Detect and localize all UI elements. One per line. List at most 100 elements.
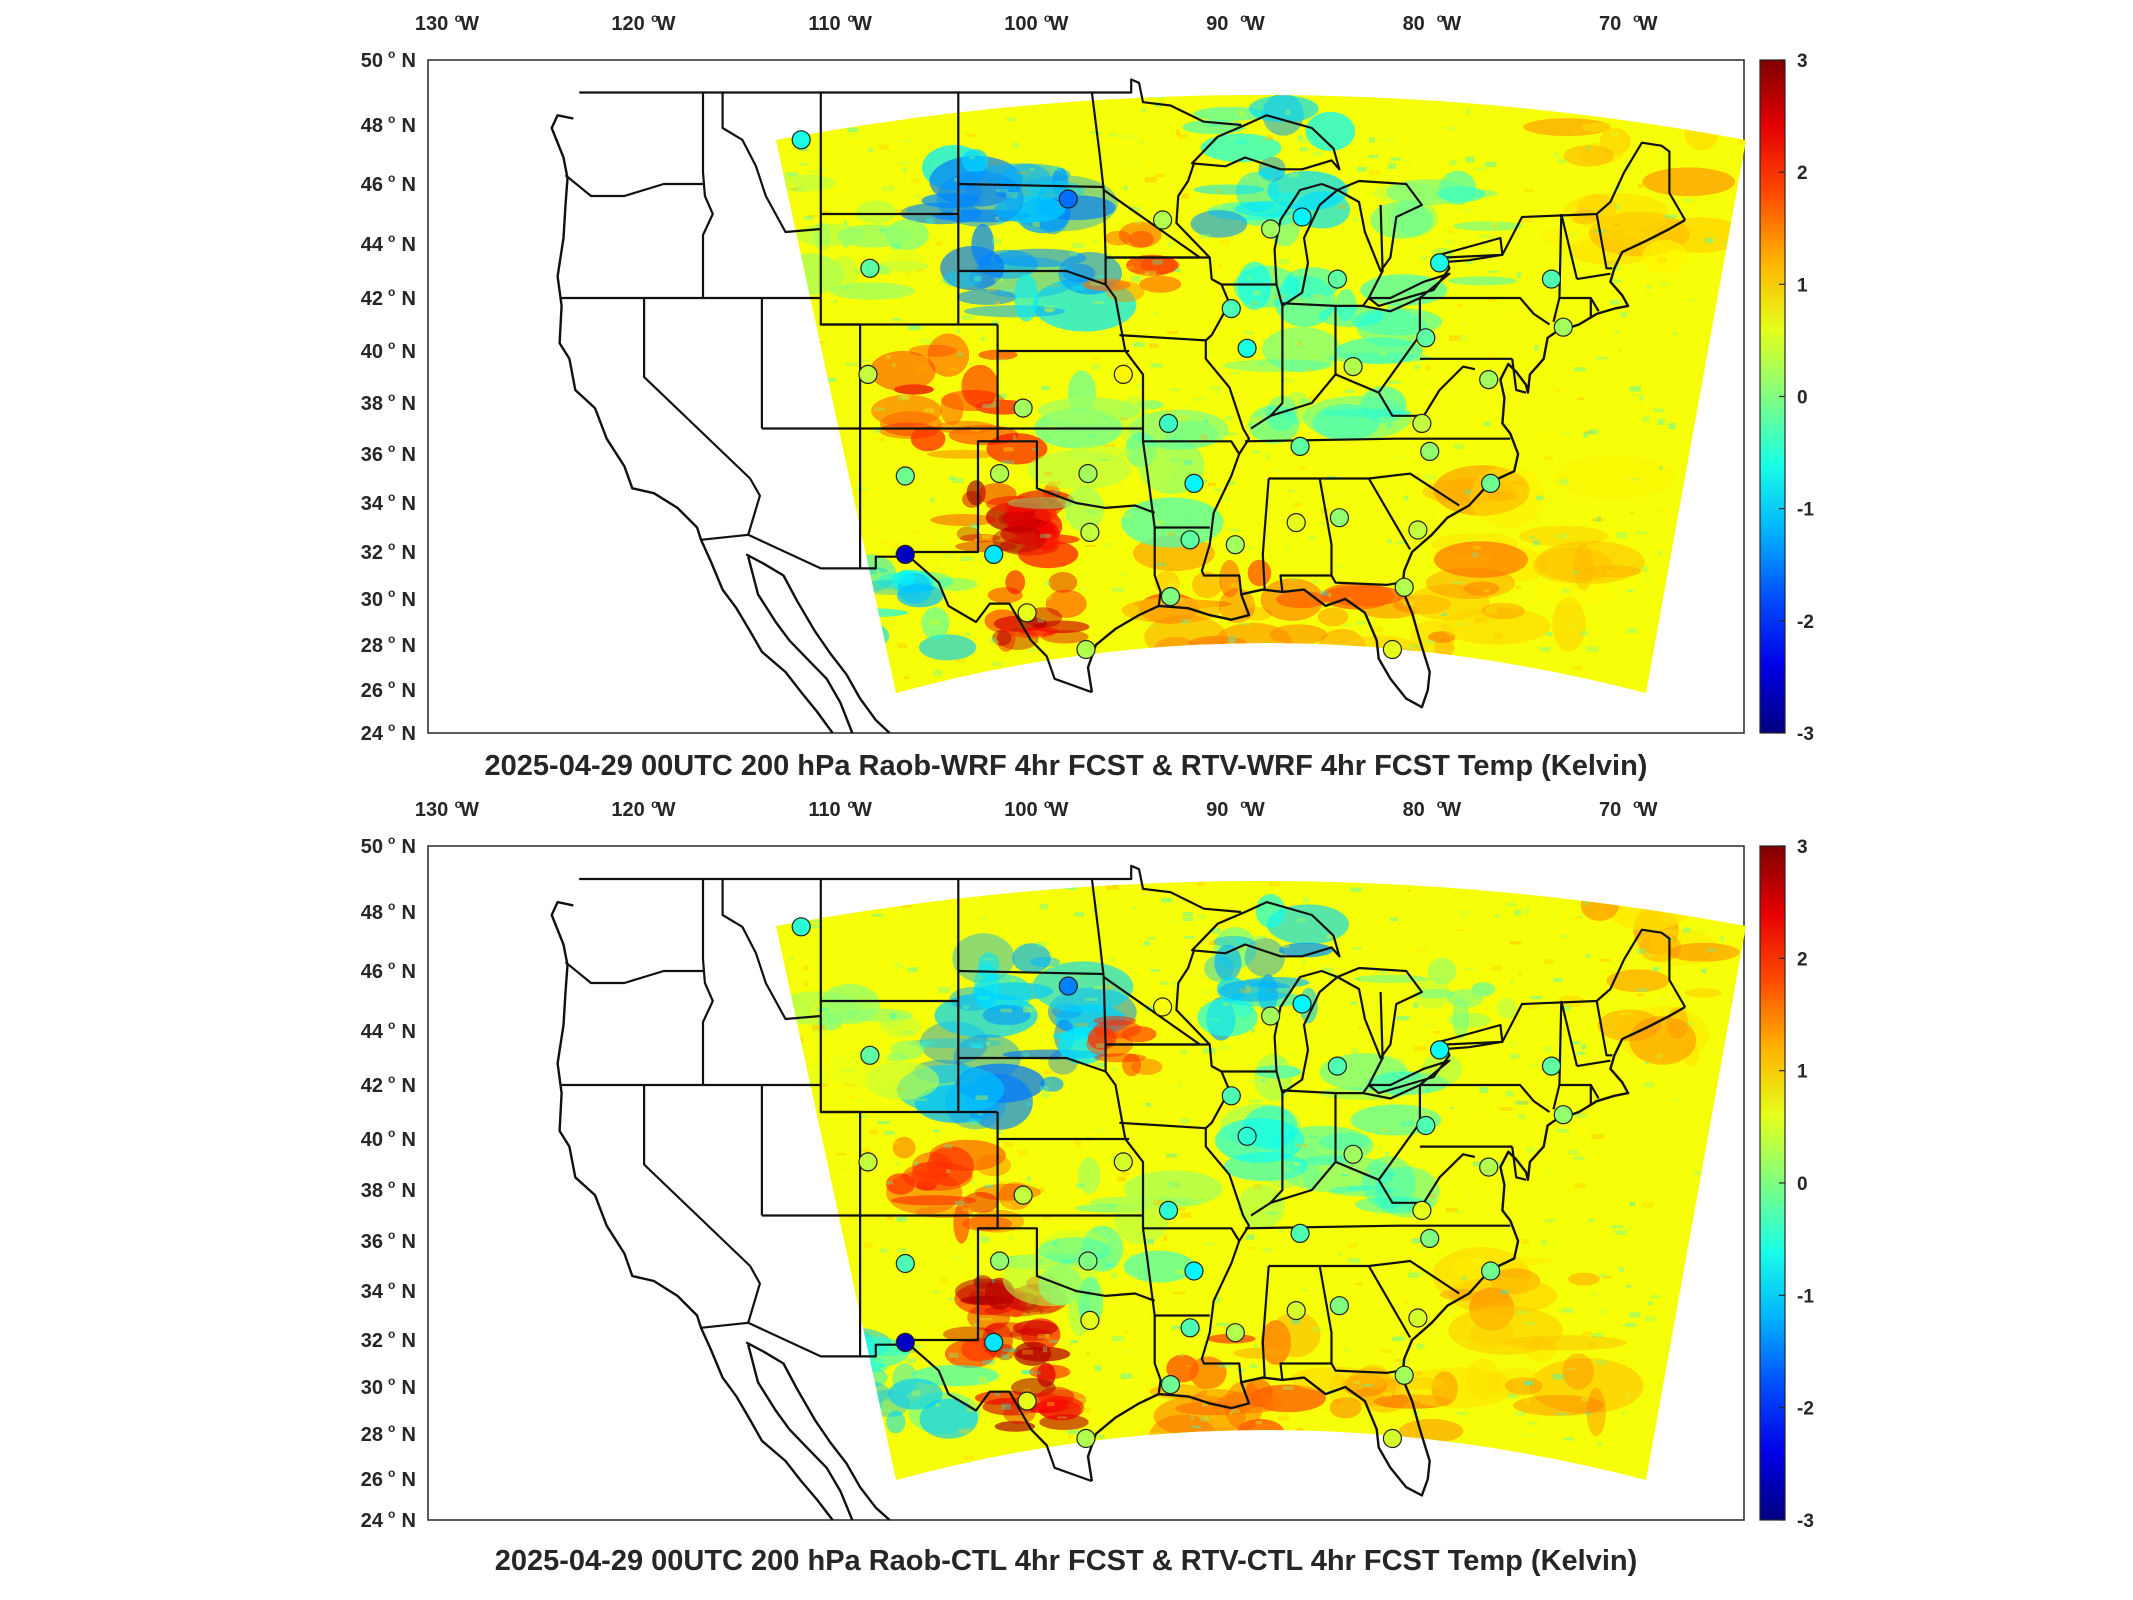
raob-station-marker <box>1479 370 1499 390</box>
degree-symbol: o <box>455 11 462 25</box>
raob-station-marker <box>1080 522 1100 543</box>
raob-station-marker <box>1329 508 1350 528</box>
latitude-tick-label: 36 <box>361 1231 383 1253</box>
latitude-hemisphere: N <box>402 444 416 466</box>
latitude-tick-label: 30 <box>361 1377 383 1399</box>
colorbar-tick-label: -2 <box>1797 1399 1814 1420</box>
colorbar-tick-label: 3 <box>1797 51 1808 72</box>
degree-symbol: o <box>651 11 658 25</box>
degree-symbol: o <box>388 47 395 61</box>
colorbar-tick-label: -2 <box>1797 612 1814 633</box>
raob-station-marker <box>895 1253 915 1274</box>
raob-station-marker <box>1078 1251 1098 1271</box>
latitude-labels: 50 o N48 o N46 o N44 o N42 o N40 o N38 o N36 o N34 o N32 o N… <box>361 47 416 745</box>
longitude-hemisphere: W <box>853 13 872 35</box>
degree-symbol: o <box>1633 11 1640 25</box>
latitude-tick-label: 50 <box>361 50 383 72</box>
raob-station-marker <box>895 1332 915 1353</box>
latitude-tick-label: 40 <box>361 1129 383 1151</box>
raob-station-marker <box>1160 586 1181 607</box>
raob-station-marker <box>1013 398 1033 418</box>
map-panel-top: 2025-04-29 00UTC 200 hPa Raob-WRF 4hr FC… <box>361 11 1815 782</box>
longitude-tick-label: 130 <box>415 13 448 35</box>
longitude-tick-label: 80 <box>1403 799 1425 821</box>
degree-symbol: o <box>388 1327 395 1341</box>
raob-station-marker <box>1017 1391 1037 1411</box>
latitude-tick-label: 26 <box>361 680 383 702</box>
colorbar: 3 2 1 0 -1 -2 -3 <box>1759 837 1814 1532</box>
latitude-tick-label: 46 <box>361 174 383 196</box>
longitude-hemisphere: W <box>1639 799 1658 821</box>
longitude-labels: 130 oW 120 oW 110 oW 100 oW 90 oW 80 oW 70 oW <box>415 11 1658 35</box>
raob-station-marker <box>1553 1105 1573 1125</box>
degree-symbol: o <box>388 1421 395 1435</box>
degree-symbol: o <box>1044 797 1051 811</box>
raob-station-marker <box>1184 1261 1204 1281</box>
raob-station-marker <box>1078 464 1098 484</box>
raob-station-marker <box>984 544 1004 565</box>
colorbar-tick-label: 1 <box>1797 275 1808 296</box>
degree-symbol: o <box>388 1072 395 1086</box>
raob-station-marker <box>860 1045 880 1065</box>
colorbar-tick-label: 2 <box>1797 163 1808 184</box>
latitude-hemisphere: N <box>402 635 416 657</box>
raob-station-marker <box>1113 1152 1133 1172</box>
latitude-hemisphere: N <box>402 393 416 415</box>
longitude-tick-label: 80 <box>1403 13 1425 35</box>
raob-station-marker <box>1343 357 1363 377</box>
raob-station-marker <box>1225 1323 1245 1343</box>
degree-symbol: o <box>388 833 395 847</box>
colorbar-tick-label: -1 <box>1797 500 1814 521</box>
raob-station-marker <box>858 1152 878 1172</box>
degree-symbol: o <box>1437 11 1444 25</box>
map-figure-bottom: 2025-04-29 00UTC 200 hPa Raob-CTL 4hr FC… <box>361 797 1815 1577</box>
latitude-hemisphere: N <box>402 680 416 702</box>
temperature-difference-field <box>776 95 1746 693</box>
longitude-tick-label: 70 <box>1599 13 1621 35</box>
longitude-tick-label: 130 <box>415 799 448 821</box>
raob-station-marker <box>895 544 915 565</box>
raob-station-marker <box>1180 530 1200 550</box>
latitude-hemisphere: N <box>402 589 416 611</box>
raob-station-marker <box>1184 473 1204 493</box>
degree-symbol: o <box>388 720 395 734</box>
degree-symbol: o <box>848 11 855 25</box>
latitude-tick-label: 36 <box>361 444 383 466</box>
longitude-hemisphere: W <box>1442 13 1461 35</box>
degree-symbol: o <box>388 171 395 185</box>
latitude-hemisphere: N <box>402 234 416 256</box>
longitude-hemisphere: W <box>1049 13 1068 35</box>
longitude-hemisphere: W <box>1246 13 1265 35</box>
raob-station-marker <box>1553 317 1573 337</box>
raob-station-marker <box>1327 269 1348 289</box>
latitude-hemisphere: N <box>402 1281 416 1303</box>
latitude-hemisphere: N <box>402 288 416 310</box>
degree-symbol: o <box>455 797 462 811</box>
degree-symbol: o <box>388 1177 395 1191</box>
raob-station-marker <box>1260 219 1281 239</box>
raob-station-marker <box>1329 1296 1350 1316</box>
longitude-hemisphere: W <box>460 13 479 35</box>
raob-station-marker <box>1416 328 1436 348</box>
latitude-tick-label: 32 <box>361 542 383 564</box>
longitude-hemisphere: W <box>1049 799 1068 821</box>
raob-station-marker <box>1237 338 1257 358</box>
raob-station-marker <box>1058 189 1078 209</box>
latitude-tick-label: 24 <box>361 723 384 745</box>
degree-symbol: o <box>388 231 395 245</box>
raob-station-marker <box>1429 1040 1450 1060</box>
raob-station-marker <box>1180 1318 1200 1338</box>
raob-station-marker <box>1480 473 1501 493</box>
raob-station-marker <box>1080 1310 1100 1331</box>
raob-station-marker <box>1541 269 1562 289</box>
raob-stations <box>791 917 1573 1449</box>
degree-symbol: o <box>1633 797 1640 811</box>
raob-station-marker <box>989 1251 1010 1271</box>
latitude-tick-label: 40 <box>361 341 383 363</box>
latitude-tick-label: 46 <box>361 961 383 983</box>
longitude-hemisphere: W <box>460 799 479 821</box>
raob-station-marker <box>1429 253 1450 273</box>
latitude-hemisphere: N <box>402 1469 416 1491</box>
raob-station-marker <box>1541 1056 1562 1076</box>
raob-station-marker <box>791 130 811 150</box>
